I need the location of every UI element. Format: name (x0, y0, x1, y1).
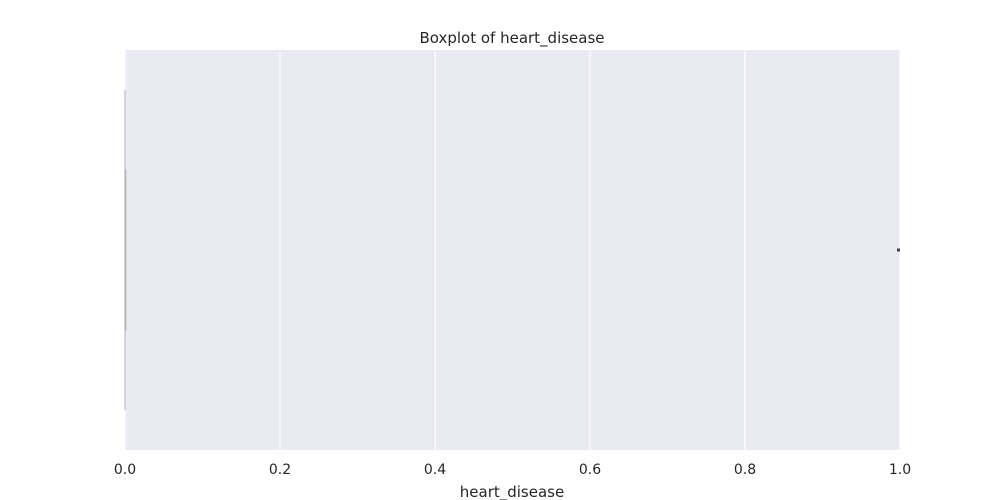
outliers (897, 248, 900, 252)
x-tick-label: 0.8 (734, 462, 756, 478)
x-tick-label: 0.6 (579, 462, 601, 478)
x-axis-ticks: 0.0 0.2 0.4 0.6 0.8 1.0 (114, 462, 911, 478)
x-tick-label: 1.0 (889, 462, 911, 478)
plot-area (125, 50, 900, 450)
outlier-point (897, 248, 900, 252)
x-tick-label: 0.0 (114, 462, 136, 478)
x-tick-label: 0.2 (269, 462, 291, 478)
x-axis-label: heart_disease (460, 483, 564, 500)
chart-title: Boxplot of heart_disease (419, 29, 604, 48)
x-tick-label: 0.4 (424, 462, 446, 478)
box-element (124, 90, 127, 410)
